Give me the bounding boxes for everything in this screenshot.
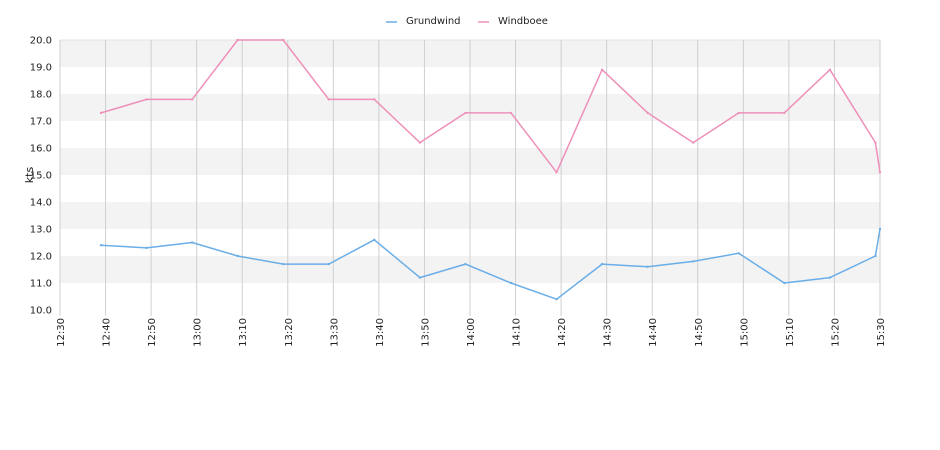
data-point-windboee: [464, 111, 467, 115]
x-tick-label: 14:30: [603, 318, 614, 347]
data-point-windboee: [99, 111, 103, 115]
data-point-grundwind: [509, 281, 513, 285]
data-point-windboee: [509, 111, 513, 115]
legend[interactable]: Grundwind Windboee: [386, 16, 548, 27]
y-tick-label: 14.0: [30, 198, 52, 209]
x-tick-label: 15:10: [785, 318, 796, 347]
data-point-grundwind: [418, 276, 422, 279]
x-tick-label: 12:50: [147, 318, 158, 347]
data-point-windboee: [783, 111, 786, 115]
y-tick-label: 13.0: [30, 225, 52, 236]
y-tick-label: 10.0: [30, 306, 52, 317]
data-point-grundwind: [692, 260, 695, 263]
x-tick-label: 15:20: [830, 318, 841, 347]
data-point-grundwind: [737, 252, 740, 255]
data-point-windboee: [373, 98, 376, 101]
y-axis-ticks: 10.0 11.0 12.0 13.0 14.0 15.0 16.0 17.0 18.0 19.0…: [30, 36, 52, 317]
data-point-grundwind: [874, 254, 877, 258]
x-tick-label: 13:10: [238, 318, 249, 347]
data-point-windboee: [878, 171, 882, 174]
data-point-windboee: [236, 38, 239, 42]
x-tick-label: 14:40: [648, 318, 659, 347]
data-point-grundwind: [236, 254, 239, 258]
legend-label: Grundwind: [406, 16, 461, 27]
vertical-gridlines: [59, 40, 881, 316]
data-point-grundwind: [828, 276, 832, 279]
series-lines: [99, 38, 882, 301]
data-point-windboee: [692, 141, 695, 144]
x-tick-label: 15:30: [876, 318, 887, 347]
data-point-grundwind: [373, 238, 376, 241]
x-tick-label: 13:00: [193, 318, 204, 347]
data-point-grundwind: [145, 246, 148, 250]
data-point-windboee: [555, 171, 558, 174]
data-point-grundwind: [99, 244, 103, 247]
data-point-windboee: [828, 68, 832, 71]
data-point-windboee: [418, 141, 422, 144]
y-tick-label: 17.0: [30, 117, 52, 128]
y-tick-label: 20.0: [30, 36, 52, 47]
x-tick-label: 12:40: [102, 318, 113, 347]
legend-label: Windboee: [498, 16, 548, 27]
data-point-windboee: [145, 98, 148, 101]
x-tick-label: 14:20: [557, 318, 568, 347]
x-tick-label: 13:20: [284, 318, 295, 347]
data-point-windboee: [600, 68, 604, 71]
data-point-windboee: [190, 98, 194, 101]
data-point-windboee: [327, 98, 330, 101]
x-tick-label: 14:50: [694, 318, 705, 347]
data-point-windboee: [874, 141, 877, 144]
data-point-windboee: [646, 111, 649, 115]
x-tick-label: 12:30: [56, 318, 67, 347]
data-point-grundwind: [190, 241, 194, 244]
x-tick-label: 15:00: [739, 318, 750, 347]
x-axis-ticks: 12:30 12:40 12:50 13:00 13:10 13:20 13:30 13:40…: [56, 318, 887, 347]
y-tick-label: 18.0: [30, 90, 52, 101]
data-point-grundwind: [464, 262, 467, 266]
y-tick-label: 12.0: [30, 252, 52, 263]
y-axis-label: kts: [23, 167, 36, 184]
legend-item-grundwind[interactable]: Grundwind: [386, 16, 461, 27]
y-tick-label: 11.0: [30, 279, 52, 290]
data-point-grundwind: [878, 227, 882, 231]
x-tick-label: 13:50: [420, 318, 431, 347]
data-point-grundwind: [783, 281, 786, 285]
x-tick-label: 14:10: [512, 318, 523, 347]
x-tick-label: 14:00: [466, 318, 477, 347]
data-point-windboee: [737, 111, 740, 115]
data-point-grundwind: [600, 262, 604, 266]
data-point-grundwind: [282, 262, 285, 266]
legend-item-windboee[interactable]: Windboee: [478, 16, 548, 27]
x-tick-label: 13:30: [329, 318, 340, 347]
x-tick-label: 13:40: [375, 318, 386, 347]
data-point-grundwind: [646, 265, 649, 268]
y-tick-label: 16.0: [30, 144, 52, 155]
data-point-grundwind: [555, 298, 558, 301]
data-point-grundwind: [327, 262, 330, 266]
y-tick-label: 19.0: [30, 63, 52, 74]
y-tick-label: 15.0: [30, 171, 52, 182]
data-point-windboee: [282, 38, 285, 42]
